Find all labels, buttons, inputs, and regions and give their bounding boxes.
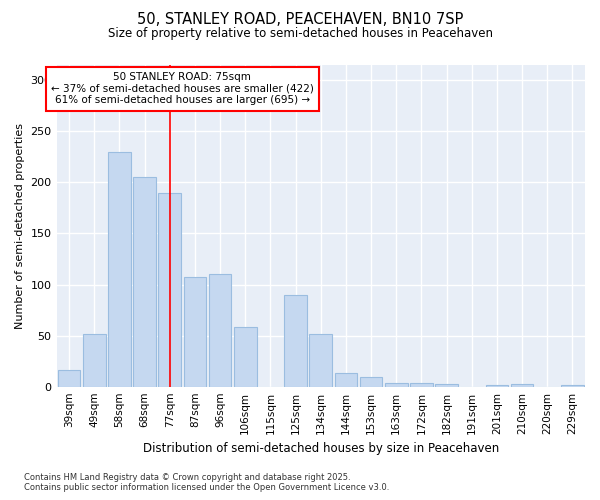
- Bar: [410, 382, 433, 386]
- Bar: [485, 384, 508, 386]
- Text: Size of property relative to semi-detached houses in Peacehaven: Size of property relative to semi-detach…: [107, 28, 493, 40]
- Bar: [310, 334, 332, 386]
- Bar: [435, 384, 458, 386]
- Y-axis label: Number of semi-detached properties: Number of semi-detached properties: [15, 123, 25, 329]
- Bar: [133, 178, 156, 386]
- Bar: [209, 274, 232, 386]
- Bar: [58, 370, 80, 386]
- Bar: [511, 384, 533, 386]
- Bar: [108, 152, 131, 386]
- Bar: [234, 328, 257, 386]
- Bar: [561, 384, 584, 386]
- Bar: [158, 192, 181, 386]
- Bar: [385, 382, 407, 386]
- Bar: [184, 278, 206, 386]
- Bar: [284, 295, 307, 386]
- Bar: [335, 374, 357, 386]
- Bar: [83, 334, 106, 386]
- Bar: [360, 378, 382, 386]
- Text: 50, STANLEY ROAD, PEACEHAVEN, BN10 7SP: 50, STANLEY ROAD, PEACEHAVEN, BN10 7SP: [137, 12, 463, 28]
- Text: 50 STANLEY ROAD: 75sqm
← 37% of semi-detached houses are smaller (422)
61% of se: 50 STANLEY ROAD: 75sqm ← 37% of semi-det…: [51, 72, 314, 106]
- Text: Contains HM Land Registry data © Crown copyright and database right 2025.
Contai: Contains HM Land Registry data © Crown c…: [24, 473, 389, 492]
- X-axis label: Distribution of semi-detached houses by size in Peacehaven: Distribution of semi-detached houses by …: [143, 442, 499, 455]
